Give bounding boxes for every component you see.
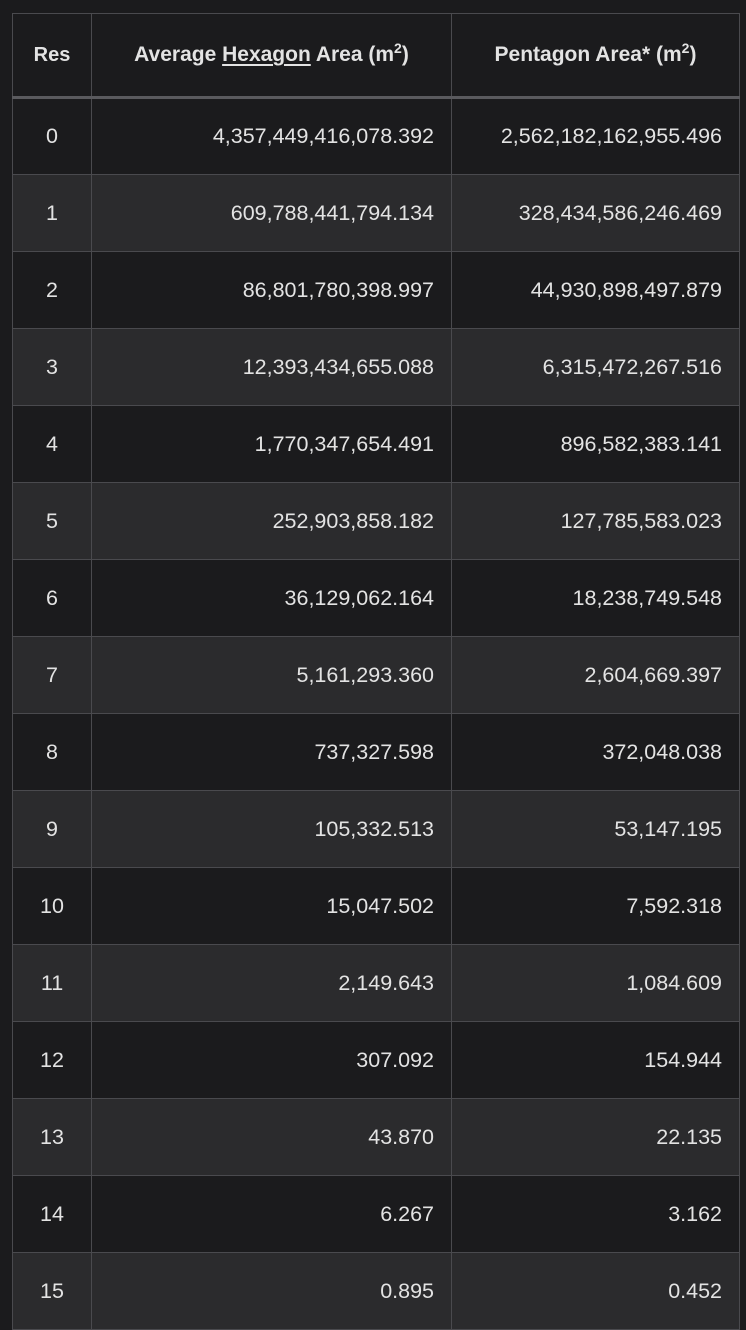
header-pentagon-area: Pentagon Area* (m2)	[451, 13, 740, 99]
res-cell: 8	[12, 713, 92, 791]
res-cell: 9	[12, 790, 92, 868]
pentagon-area-cell: 2,562,182,162,955.496	[451, 97, 740, 175]
area-table: Res Average Hexagon Area (m2) Pentagon A…	[12, 13, 740, 1330]
pentagon-area-cell: 372,048.038	[451, 713, 740, 791]
table-row: 5 252,903,858.182 127,785,583.023	[12, 482, 740, 560]
hexagon-area-cell: 2,149.643	[91, 944, 452, 1022]
hexagon-area-cell: 36,129,062.164	[91, 559, 452, 637]
table-row: 8 737,327.598 372,048.038	[12, 713, 740, 791]
res-cell: 15	[12, 1252, 92, 1330]
table-row: 9 105,332.513 53,147.195	[12, 790, 740, 868]
table-row: 13 43.870 22.135	[12, 1098, 740, 1176]
hexagon-area-cell: 5,161,293.360	[91, 636, 452, 714]
pentagon-area-cell: 53,147.195	[451, 790, 740, 868]
header-hex-close: )	[401, 43, 409, 66]
hexagon-area-cell: 1,770,347,654.491	[91, 405, 452, 483]
header-pent-superscript: 2	[681, 40, 690, 56]
hexagon-area-cell: 252,903,858.182	[91, 482, 452, 560]
table-row: 2 86,801,780,398.997 44,930,898,497.879	[12, 251, 740, 329]
res-cell: 6	[12, 559, 92, 637]
pentagon-area-cell: 127,785,583.023	[451, 482, 740, 560]
table-row: 3 12,393,434,655.088 6,315,472,267.516	[12, 328, 740, 406]
pentagon-area-cell: 7,592.318	[451, 867, 740, 945]
res-cell: 10	[12, 867, 92, 945]
hexagon-area-cell: 12,393,434,655.088	[91, 328, 452, 406]
header-pent-close: )	[689, 43, 697, 66]
hexagon-area-cell: 609,788,441,794.134	[91, 174, 452, 252]
res-cell: 3	[12, 328, 92, 406]
table-row: 15 0.895 0.452	[12, 1252, 740, 1330]
table-row: 11 2,149.643 1,084.609	[12, 944, 740, 1022]
header-hex-suffix: Area (m	[310, 43, 395, 66]
hexagon-area-cell: 737,327.598	[91, 713, 452, 791]
pentagon-area-cell: 0.452	[451, 1252, 740, 1330]
pentagon-area-cell: 3.162	[451, 1175, 740, 1253]
pentagon-area-cell: 154.944	[451, 1021, 740, 1099]
table-row: 12 307.092 154.944	[12, 1021, 740, 1099]
hexagon-area-cell: 6.267	[91, 1175, 452, 1253]
res-cell: 11	[12, 944, 92, 1022]
pentagon-area-cell: 44,930,898,497.879	[451, 251, 740, 329]
hexagon-area-cell: 43.870	[91, 1098, 452, 1176]
res-cell: 1	[12, 174, 92, 252]
table-row: 0 4,357,449,416,078.392 2,562,182,162,955.…	[12, 97, 740, 175]
pentagon-area-cell: 896,582,383.141	[451, 405, 740, 483]
header-hex-superscript: 2	[394, 40, 402, 56]
header-hexagon-area: Average Hexagon Area (m2)	[91, 13, 452, 99]
table-header: Res Average Hexagon Area (m2) Pentagon A…	[12, 13, 740, 99]
table-row: 1 609,788,441,794.134 328,434,586,246.469	[12, 174, 740, 252]
area-table-container: Res Average Hexagon Area (m2) Pentagon A…	[12, 13, 740, 1330]
res-cell: 0	[12, 97, 92, 175]
pentagon-area-cell: 2,604,669.397	[451, 636, 740, 714]
header-hex-prefix: Average	[134, 43, 223, 66]
table-row: 10 15,047.502 7,592.318	[12, 867, 740, 945]
table-row: 4 1,770,347,654.491 896,582,383.141	[12, 405, 740, 483]
table-row: 6 36,129,062.164 18,238,749.548	[12, 559, 740, 637]
header-res-label: Res	[33, 43, 71, 66]
header-row: Res Average Hexagon Area (m2) Pentagon A…	[12, 13, 740, 99]
header-pent-prefix: Pentagon Area* (m	[494, 43, 682, 66]
table-row: 7 5,161,293.360 2,604,669.397	[12, 636, 740, 714]
pentagon-area-cell: 1,084.609	[451, 944, 740, 1022]
pentagon-area-cell: 18,238,749.548	[451, 559, 740, 637]
hexagon-link[interactable]: Hexagon	[222, 43, 311, 66]
hexagon-area-cell: 15,047.502	[91, 867, 452, 945]
pentagon-area-cell: 328,434,586,246.469	[451, 174, 740, 252]
res-cell: 4	[12, 405, 92, 483]
table-row: 14 6.267 3.162	[12, 1175, 740, 1253]
table-body: 0 4,357,449,416,078.392 2,562,182,162,955.…	[12, 97, 740, 1330]
hexagon-area-cell: 86,801,780,398.997	[91, 251, 452, 329]
header-res: Res	[12, 13, 92, 99]
hexagon-area-cell: 0.895	[91, 1252, 452, 1330]
res-cell: 5	[12, 482, 92, 560]
hexagon-area-cell: 105,332.513	[91, 790, 452, 868]
hexagon-area-cell: 307.092	[91, 1021, 452, 1099]
hexagon-area-cell: 4,357,449,416,078.392	[91, 97, 452, 175]
pentagon-area-cell: 6,315,472,267.516	[451, 328, 740, 406]
res-cell: 12	[12, 1021, 92, 1099]
res-cell: 7	[12, 636, 92, 714]
res-cell: 13	[12, 1098, 92, 1176]
res-cell: 14	[12, 1175, 92, 1253]
pentagon-area-cell: 22.135	[451, 1098, 740, 1176]
res-cell: 2	[12, 251, 92, 329]
